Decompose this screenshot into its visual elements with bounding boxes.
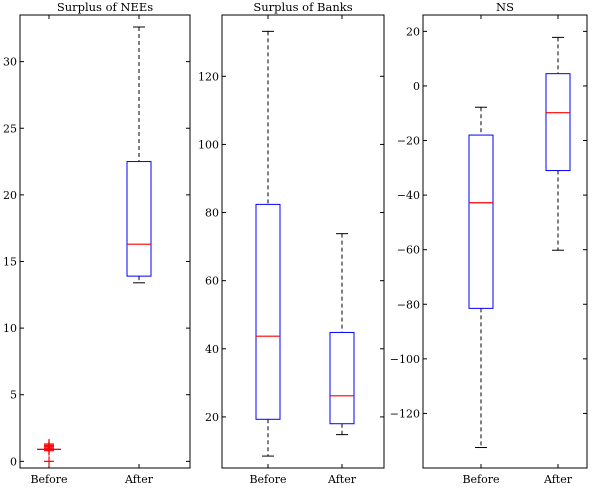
interquartile-box bbox=[468, 134, 494, 309]
boxplot-panel-2: Surplus of Banks 20 40 60 80 100 120 Before Afte… bbox=[198, 0, 385, 486]
y-tick-label: −20 bbox=[397, 135, 420, 148]
y-tick-label: 120 bbox=[198, 70, 219, 83]
outlier-marker bbox=[44, 439, 54, 450]
y-tick-label: −60 bbox=[397, 244, 420, 257]
plot-frame bbox=[221, 14, 385, 469]
boxplot-panel-1: Surplus of NEEs 0 5 10 15 20 25 30 Before After bbox=[3, 0, 191, 486]
interquartile-box bbox=[329, 331, 355, 425]
panel-title: Surplus of NEEs bbox=[57, 0, 153, 14]
x-tick-label: After bbox=[327, 473, 357, 486]
y-tick-label: 10 bbox=[3, 322, 17, 335]
panel-title: NS bbox=[496, 0, 514, 14]
y-tick-label: 20 bbox=[3, 189, 17, 202]
y-tick-label: 5 bbox=[10, 389, 17, 402]
boxplot-panel-3: NS −120 −100 −80 −60 −40 −20 0 20 Before After bbox=[390, 0, 588, 486]
y-tick-label: 100 bbox=[198, 138, 219, 151]
x-tick-label: Before bbox=[462, 473, 499, 486]
plot-frame bbox=[19, 14, 191, 469]
box-after bbox=[545, 36, 571, 251]
box-before bbox=[37, 439, 61, 467]
y-tick-label: 60 bbox=[205, 275, 219, 288]
x-tick-label: Before bbox=[30, 473, 67, 486]
interquartile-box bbox=[255, 203, 281, 420]
box-before bbox=[468, 106, 494, 449]
y-tick-label: 80 bbox=[205, 207, 219, 220]
y-tick-label: −40 bbox=[397, 189, 420, 202]
y-tick-label: 25 bbox=[3, 122, 17, 135]
box-before bbox=[255, 30, 281, 457]
interquartile-box bbox=[545, 73, 571, 172]
x-tick-label: Before bbox=[249, 473, 286, 486]
y-tick-label: −100 bbox=[390, 353, 420, 366]
box-after bbox=[126, 26, 152, 284]
y-tick-label: 0 bbox=[413, 80, 420, 93]
panel-title: Surplus of Banks bbox=[253, 0, 352, 14]
y-tick-label: 20 bbox=[205, 411, 219, 424]
box-after bbox=[329, 233, 355, 436]
y-tick-label: 30 bbox=[3, 56, 17, 69]
y-tick-label: 20 bbox=[406, 25, 420, 38]
y-tick-label: 15 bbox=[3, 255, 17, 268]
outlier-marker bbox=[44, 456, 54, 467]
plot-frame bbox=[422, 14, 588, 469]
y-tick-label: 0 bbox=[10, 455, 17, 468]
y-tick-label: 40 bbox=[205, 343, 219, 356]
y-tick-label: −120 bbox=[390, 407, 420, 420]
y-tick-label: −80 bbox=[397, 298, 420, 311]
x-tick-label: After bbox=[124, 473, 154, 486]
x-tick-label: After bbox=[543, 473, 573, 486]
interquartile-box bbox=[126, 161, 152, 277]
